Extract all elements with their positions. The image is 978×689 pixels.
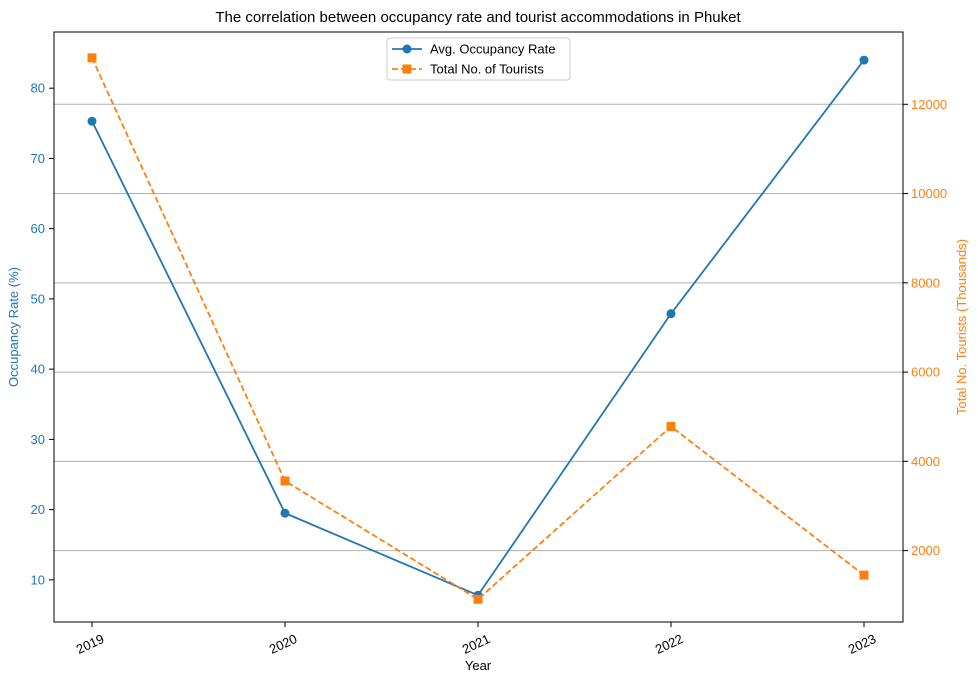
legend-marker-occupancy	[402, 44, 412, 54]
chart-title: The correlation between occupancy rate a…	[215, 9, 741, 26]
x-tick-label: 2022	[653, 631, 686, 657]
x-axis: 2019 2020 2021 2022 2023	[74, 622, 879, 657]
data-point-tourists	[859, 570, 869, 580]
y-right-tick-label: 2000	[911, 543, 940, 558]
series-layer	[87, 53, 869, 604]
y-right-tick-label: 4000	[911, 454, 940, 469]
series-line-occupancy	[91, 59, 865, 597]
data-point-occupancy	[280, 508, 290, 518]
x-tick-label: 2020	[267, 631, 300, 657]
series-line-tourists	[91, 57, 865, 601]
gridlines	[54, 103, 903, 552]
data-point-tourists	[280, 476, 290, 486]
data-point-occupancy	[859, 55, 869, 65]
y-left-tick-label: 70	[31, 151, 45, 166]
legend: Avg. Occupancy Rate Total No. of Tourists	[386, 37, 571, 81]
legend-label-occupancy: Avg. Occupancy Rate	[430, 42, 556, 57]
y-axis-right-label: Total No. Tourists (Thousands)	[954, 239, 969, 415]
x-tick-label: 2019	[74, 631, 107, 657]
plot-frame	[53, 31, 904, 623]
y-right-tick-label: 12000	[911, 97, 947, 112]
x-tick-label: 2023	[846, 631, 879, 657]
y-left-tick-label: 10	[31, 572, 45, 587]
x-tick-label: 2021	[460, 631, 493, 657]
y-left-tick-label: 50	[31, 291, 45, 306]
data-point-occupancy	[666, 309, 676, 319]
right-axis: 2000 4000 6000 8000 10000 12000	[903, 97, 947, 558]
y-right-tick-label: 6000	[911, 365, 940, 380]
y-left-tick-label: 40	[31, 362, 45, 377]
y-left-tick-label: 80	[31, 81, 45, 96]
legend-marker-tourists	[402, 64, 412, 74]
legend-label-tourists: Total No. of Tourists	[430, 62, 544, 77]
data-point-tourists	[473, 594, 483, 604]
x-axis-label: Year	[465, 658, 492, 673]
legend-box	[386, 37, 571, 81]
data-point-tourists	[666, 422, 676, 432]
y-left-tick-label: 60	[31, 221, 45, 236]
left-axis: 10 20 30 40 50 60 70 80	[31, 81, 54, 587]
y-right-tick-label: 8000	[911, 275, 940, 290]
y-axis-left-label: Occupancy Rate (%)	[6, 267, 21, 387]
y-left-tick-label: 30	[31, 432, 45, 447]
y-left-tick-label: 20	[31, 502, 45, 517]
data-point-occupancy	[87, 116, 97, 126]
data-point-tourists	[87, 53, 97, 63]
y-right-tick-label: 10000	[911, 186, 947, 201]
